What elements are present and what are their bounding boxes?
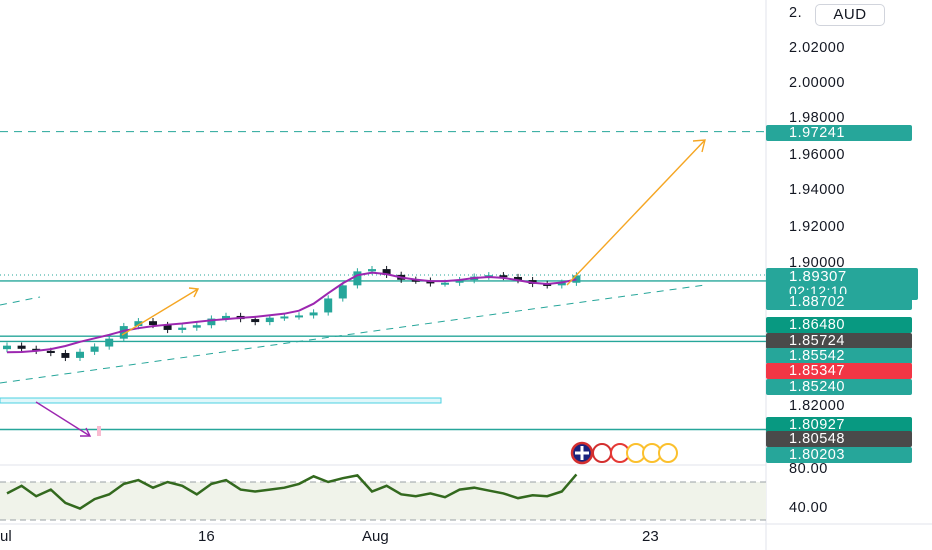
candle (265, 317, 274, 323)
moving-average-line (6, 271, 577, 354)
zone-rectangle (0, 397, 442, 404)
candle (324, 298, 333, 313)
price-tick: 1.96000 (789, 147, 845, 163)
rsi-axis-label-40: 40.00 (789, 500, 828, 516)
candle (353, 271, 362, 286)
price-tag: 1.85724 (766, 333, 912, 349)
projection-arrow-main (566, 139, 706, 286)
candle (76, 351, 84, 358)
projection-arrow-small (121, 288, 199, 336)
candle (309, 312, 318, 316)
downward-arrowhead (80, 427, 92, 437)
price-tick: 1.98000 (789, 110, 845, 126)
candle (557, 282, 566, 286)
candle (338, 285, 347, 299)
rsi-line (6, 473, 578, 510)
candle (572, 275, 581, 283)
candle (17, 345, 26, 349)
price-tag: 1.88702 (766, 294, 912, 310)
time-tick: 16 (198, 528, 215, 545)
price-tick: 1.94000 (789, 182, 845, 198)
candle (32, 348, 41, 351)
event-icon (658, 443, 678, 463)
time-tick: ul (0, 528, 12, 545)
rising-trendline (0, 284, 706, 384)
price-tag: 1.85542 (766, 348, 912, 364)
candle (251, 319, 260, 323)
candle (105, 338, 114, 347)
candle (149, 321, 157, 326)
candle (207, 318, 216, 326)
candle (3, 345, 11, 350)
price-tag: 1.80203 (766, 447, 912, 463)
candle (441, 282, 449, 285)
price-tag: 1.80927 (766, 417, 912, 433)
price-tick: 2.00000 (789, 75, 845, 91)
candle (46, 350, 55, 354)
candle (61, 353, 70, 358)
price-tick: 1.82000 (789, 398, 845, 414)
candle (295, 315, 303, 318)
price-tag: 1.86480 (766, 317, 912, 333)
price-tag: 1.80548 (766, 431, 912, 447)
candle (455, 280, 464, 283)
event-icon (592, 443, 612, 463)
candle (119, 326, 128, 339)
downward-arrow (35, 401, 91, 437)
candle (499, 275, 508, 278)
price-tick-partial: 2. (789, 5, 803, 21)
candle (514, 276, 522, 281)
candle (163, 325, 172, 330)
price-tag: 1.85347 (766, 363, 912, 379)
candle (90, 346, 99, 352)
candle (134, 321, 143, 327)
candle (382, 269, 391, 275)
candle (178, 327, 187, 330)
currency-button[interactable]: AUD (815, 4, 885, 26)
current-price: 1.89307 (789, 268, 847, 285)
candle (368, 269, 376, 272)
projection-arrowhead-main (692, 139, 706, 153)
price-tag: 1.85240 (766, 379, 912, 395)
rsi-axis-label-80: 80.00 (789, 461, 828, 477)
price-tick: 1.92000 (789, 219, 845, 235)
candle (192, 325, 201, 328)
price-tick: 2.02000 (789, 40, 845, 56)
channel-trendline (0, 296, 41, 306)
time-tick: 23 (642, 528, 659, 545)
signal-marker (97, 426, 101, 436)
candle (411, 279, 420, 282)
candle (222, 315, 230, 319)
price-tick: 1.90000 (789, 255, 845, 271)
price-tag: 1.97241 (766, 125, 912, 141)
projection-arrowhead-small (188, 287, 200, 298)
candle (280, 316, 289, 319)
time-tick: Aug (362, 528, 389, 545)
